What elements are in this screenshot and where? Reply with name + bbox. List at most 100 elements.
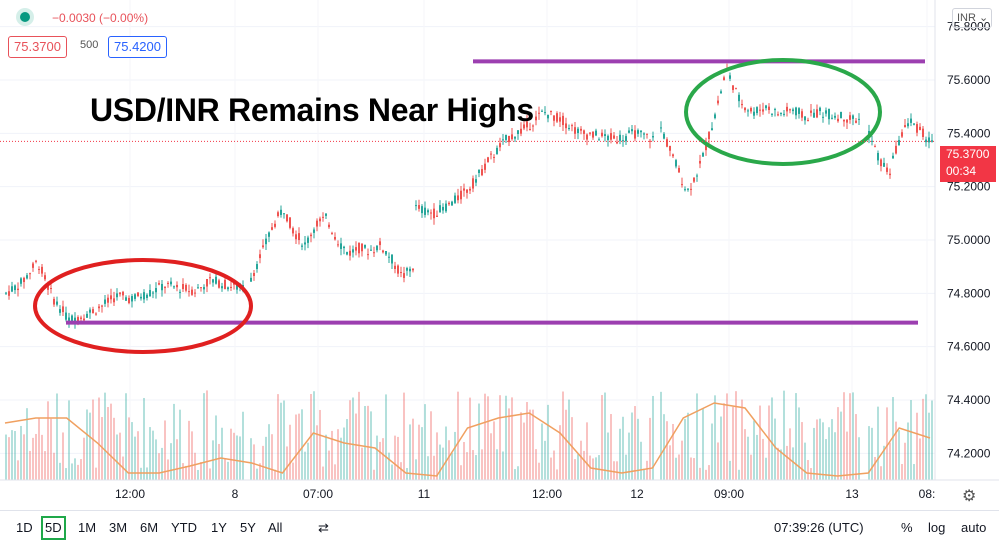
volume-bar: [59, 462, 61, 480]
candle-body: [17, 288, 19, 291]
candle-body: [607, 135, 609, 141]
candle-body: [32, 263, 34, 268]
candle-body: [262, 245, 264, 248]
auto-scale-toggle[interactable]: auto: [961, 520, 987, 535]
volume-bar: [822, 422, 824, 480]
candle-body: [562, 115, 564, 126]
candle-body: [250, 277, 252, 282]
volume-bar: [23, 434, 25, 480]
candle-body: [236, 283, 238, 290]
range-1m-button[interactable]: 1M: [78, 520, 97, 535]
candle-body: [283, 213, 285, 215]
settings-gear-icon[interactable]: ⚙: [962, 488, 977, 505]
bid-price-button[interactable]: 75.3700: [8, 36, 67, 58]
candle-body: [268, 232, 270, 237]
candle-body: [50, 287, 52, 289]
candle-body: [77, 317, 79, 322]
volume-bar: [71, 463, 73, 480]
candle-body: [301, 245, 303, 247]
ask-price-button[interactable]: 75.4200: [108, 36, 167, 58]
volume-bar: [834, 432, 836, 480]
candle-body: [227, 287, 229, 290]
volume-bar: [649, 417, 651, 480]
volume-bar: [517, 466, 519, 480]
candle-body: [666, 139, 668, 147]
candle-body: [295, 234, 297, 240]
percent-scale-toggle[interactable]: %: [901, 520, 913, 535]
candle-body: [690, 188, 692, 190]
volume-bar: [598, 455, 600, 480]
volume-bar: [334, 464, 336, 480]
candle-body: [883, 162, 885, 167]
candle-body: [855, 120, 857, 123]
bar-countdown: 00:34: [946, 164, 977, 178]
resistance-zone-ellipse: [684, 58, 882, 166]
range-5y-button[interactable]: 5Y: [240, 520, 256, 535]
candle-body: [631, 129, 633, 132]
candle-body: [59, 309, 61, 313]
candle-body: [795, 107, 797, 116]
volume-bar: [373, 469, 375, 480]
volume-bar: [475, 455, 477, 480]
volume-bar: [520, 412, 522, 480]
candle-body: [568, 127, 570, 130]
log-scale-toggle[interactable]: log: [928, 520, 946, 535]
range-all-button[interactable]: All: [268, 520, 283, 535]
volume-bar: [919, 438, 921, 480]
range-3m-button[interactable]: 3M: [109, 520, 128, 535]
volume-bar: [771, 397, 773, 480]
volume-bar: [32, 437, 34, 480]
currency-dropdown[interactable]: INR ⌄: [952, 8, 992, 28]
candle-body: [400, 272, 402, 274]
volume-bar: [17, 460, 19, 480]
candle-body: [819, 107, 821, 112]
candle-body: [62, 306, 64, 313]
candle-body: [523, 124, 525, 129]
volume-bar: [439, 444, 441, 480]
volume-bar: [292, 462, 294, 480]
volume-bar: [762, 438, 764, 480]
volume-bar: [880, 466, 882, 480]
candle-body: [224, 279, 226, 289]
candle-body: [176, 284, 178, 288]
volume-bar: [807, 460, 809, 480]
candle-body: [753, 111, 755, 116]
candle-body: [149, 289, 151, 297]
range-1y-button[interactable]: 1Y: [211, 520, 227, 535]
volume-bar: [242, 411, 244, 480]
range-5d-button[interactable]: 5D: [41, 516, 66, 540]
candle-body: [520, 128, 522, 134]
volume-bar: [886, 407, 888, 480]
volume-bar: [8, 437, 10, 480]
candle-body: [646, 133, 648, 135]
utc-clock[interactable]: 07:39:26 (UTC): [774, 520, 864, 535]
volume-bar: [337, 429, 339, 480]
date-range-icon[interactable]: ⇄: [318, 520, 329, 535]
volume-bar: [532, 409, 534, 480]
candle-body: [256, 264, 258, 270]
candle-body: [152, 292, 154, 294]
candle-body: [14, 285, 16, 291]
range-1d-button[interactable]: 1D: [16, 520, 33, 535]
volume-bar: [167, 459, 169, 480]
range-6m-button[interactable]: 6M: [140, 520, 159, 535]
range-ytd-button[interactable]: YTD: [171, 520, 197, 535]
volume-bar: [379, 441, 381, 480]
volume-bar: [759, 405, 761, 480]
volume-bar: [391, 464, 393, 480]
candle-body: [463, 188, 465, 191]
volume-bar: [553, 450, 555, 480]
volume-bar: [732, 406, 734, 480]
candle-body: [424, 207, 426, 215]
candle-body: [319, 218, 321, 222]
volume-bar: [496, 449, 498, 480]
candle-body: [179, 291, 181, 293]
volume-bar: [155, 439, 157, 480]
volume-bar: [116, 434, 118, 480]
candle-body: [346, 252, 348, 255]
volume-bar: [221, 427, 223, 480]
candle-body: [406, 268, 408, 271]
candle-body: [669, 145, 671, 151]
